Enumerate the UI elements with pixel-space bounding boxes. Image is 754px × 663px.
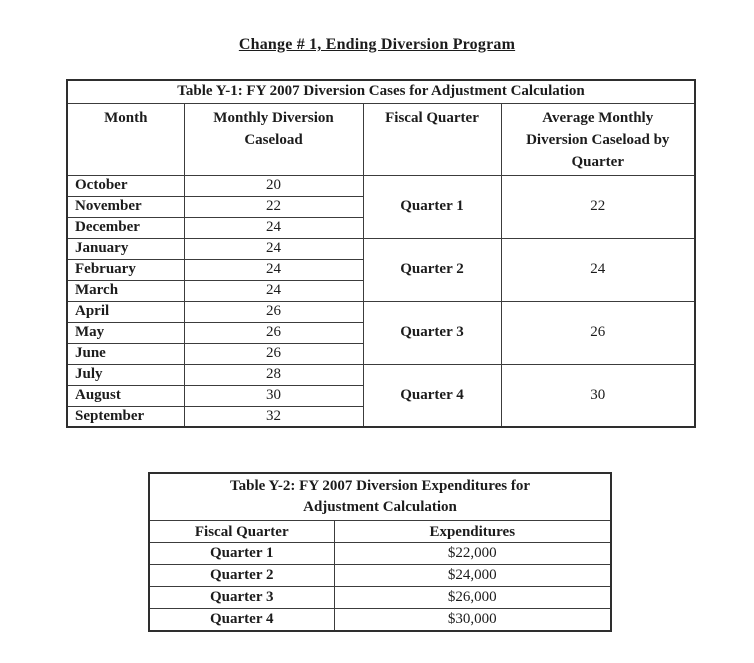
diversion-cases-table: Table Y-1: FY 2007 Diversion Cases for A… (66, 79, 697, 428)
caseload-cell: 26 (183, 321, 364, 344)
caseload-cell: 24 (183, 279, 364, 302)
column-header-month: Month (66, 102, 185, 176)
diversion-expenditures-table: Table Y-2: FY 2007 Diversion Expenditure… (148, 472, 612, 632)
quarter-cell: Quarter 1 (148, 542, 335, 565)
month-cell: January (66, 237, 185, 260)
caseload-cell: 26 (183, 300, 364, 323)
table-row: May 26 (66, 321, 695, 344)
column-header-fiscal-quarter: Fiscal Quarter (148, 520, 335, 543)
table-row: Quarter 1 $22,000 (148, 542, 612, 565)
table-title-row: Table Y-2: FY 2007 Diversion Expenditure… (148, 472, 612, 521)
expenditures-cell: $22,000 (333, 542, 612, 565)
expenditures-cell: $24,000 (333, 564, 612, 587)
average-cell: 22 (500, 174, 696, 239)
month-cell: August (66, 384, 185, 407)
table-row: October 20 Quarter 1 22 (66, 174, 696, 239)
table-row: August 30 (66, 384, 695, 407)
caseload-cell: 32 (183, 405, 364, 428)
month-cell: July (66, 363, 185, 386)
caseload-cell: 24 (183, 216, 364, 239)
caseload-cell: 30 (183, 384, 364, 407)
header-row: Month Monthly Diversion Caseload Fiscal … (66, 102, 696, 176)
column-header-fiscal-quarter: Fiscal Quarter (362, 102, 502, 176)
column-header-caseload: Monthly Diversion Caseload (183, 102, 364, 176)
page-title: Change # 1, Ending Diversion Program (238, 36, 516, 53)
quarter-cell: Quarter 3 (148, 586, 335, 609)
month-cell: December (66, 216, 185, 239)
average-cell: 30 (500, 363, 696, 428)
month-cell: June (66, 342, 185, 365)
month-cell: September (66, 405, 185, 428)
caseload-cell: 22 (183, 195, 364, 218)
month-cell: October (66, 174, 185, 197)
header-row: Fiscal Quarter Expenditures (148, 520, 612, 543)
quarter-cell: Quarter 2 (362, 237, 502, 302)
table-row: April 26 Quarter 3 26 (66, 300, 696, 365)
expenditures-cell: $26,000 (333, 586, 612, 609)
table-row: Quarter 3 $26,000 (148, 586, 612, 609)
caseload-cell: 26 (183, 342, 364, 365)
table-title-row: Table Y-1: FY 2007 Diversion Cases for A… (66, 79, 696, 104)
table-y2-title: Table Y-2: FY 2007 Diversion Expenditure… (148, 472, 612, 521)
table-row: February 24 (66, 258, 695, 281)
table-row: Quarter 2 $24,000 (148, 564, 612, 587)
expenditures-cell: $30,000 (333, 608, 612, 631)
column-header-expenditures: Expenditures (333, 520, 612, 543)
table-row: January 24 Quarter 2 24 (66, 237, 696, 302)
caseload-cell: 24 (183, 258, 364, 281)
average-cell: 24 (500, 237, 696, 302)
table-row: September 32 (66, 405, 695, 428)
month-cell: April (66, 300, 185, 323)
quarter-cell: Quarter 1 (362, 174, 502, 239)
average-cell: 26 (500, 300, 696, 365)
quarter-cell: Quarter 2 (148, 564, 335, 587)
caseload-cell: 24 (183, 237, 364, 260)
quarter-cell: Quarter 4 (148, 608, 335, 631)
quarter-cell: Quarter 4 (362, 363, 502, 428)
table-y1-title: Table Y-1: FY 2007 Diversion Cases for A… (66, 79, 696, 104)
month-cell: November (66, 195, 185, 218)
quarter-cell: Quarter 3 (362, 300, 502, 365)
month-cell: March (66, 279, 185, 302)
caseload-cell: 20 (183, 174, 364, 197)
month-cell: February (66, 258, 185, 281)
table-row: Quarter 4 $30,000 (148, 608, 612, 631)
caseload-cell: 28 (183, 363, 364, 386)
month-cell: May (66, 321, 185, 344)
document-page: Change # 1, Ending Diversion Program Tab… (66, 36, 697, 632)
column-header-average: Average Monthly Diversion Caseload by Qu… (500, 102, 696, 176)
table-row: July 28 Quarter 4 30 (66, 363, 696, 428)
